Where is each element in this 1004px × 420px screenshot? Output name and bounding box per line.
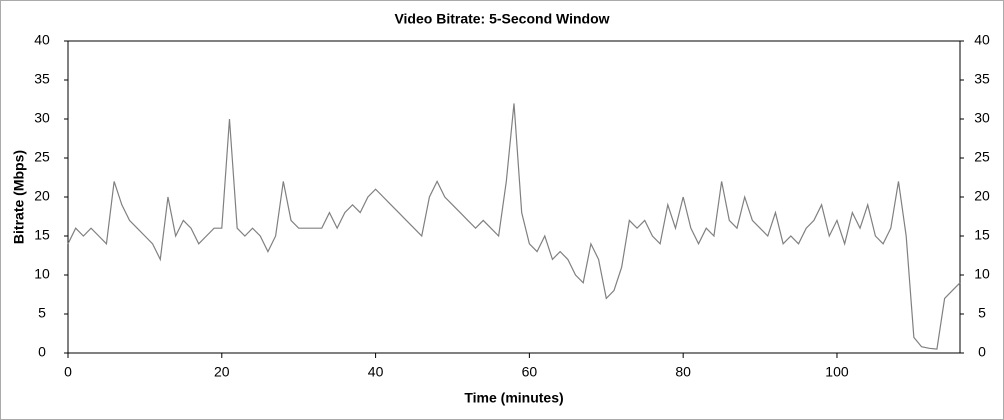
y2-tick-label: 25 [974,149,990,165]
y2-tick-label: 15 [974,227,990,243]
y-tick-label: 20 [34,188,50,204]
y-tick-label: 40 [34,32,50,48]
y2-tick-label: 35 [974,71,990,87]
y-tick-label: 25 [34,149,50,165]
x-tick-label: 80 [675,364,691,380]
chart-title: Video Bitrate: 5-Second Window [394,11,609,27]
y-axis-label: Bitrate (Mbps) [11,150,27,244]
y2-tick-label: 10 [974,266,990,282]
y-tick-label: 10 [34,266,50,282]
y2-tick-label: 30 [974,110,990,126]
x-tick-label: 60 [522,364,538,380]
x-tick-label: 0 [64,364,72,380]
y-tick-label: 5 [38,305,46,321]
y2-tick-label: 5 [978,305,986,321]
y-tick-label: 30 [34,110,50,126]
y2-tick-label: 20 [974,188,990,204]
x-axis-label: Time (minutes) [464,390,563,406]
x-tick-label: 20 [214,364,230,380]
y2-tick-label: 40 [974,32,990,48]
data-line [67,103,961,350]
y-tick-label: 0 [38,344,46,360]
x-tick-label: 40 [368,364,384,380]
y-tick-label: 15 [34,227,50,243]
x-tick-label: 100 [825,364,849,380]
y2-tick-label: 0 [978,344,986,360]
y-tick-label: 35 [34,71,50,87]
